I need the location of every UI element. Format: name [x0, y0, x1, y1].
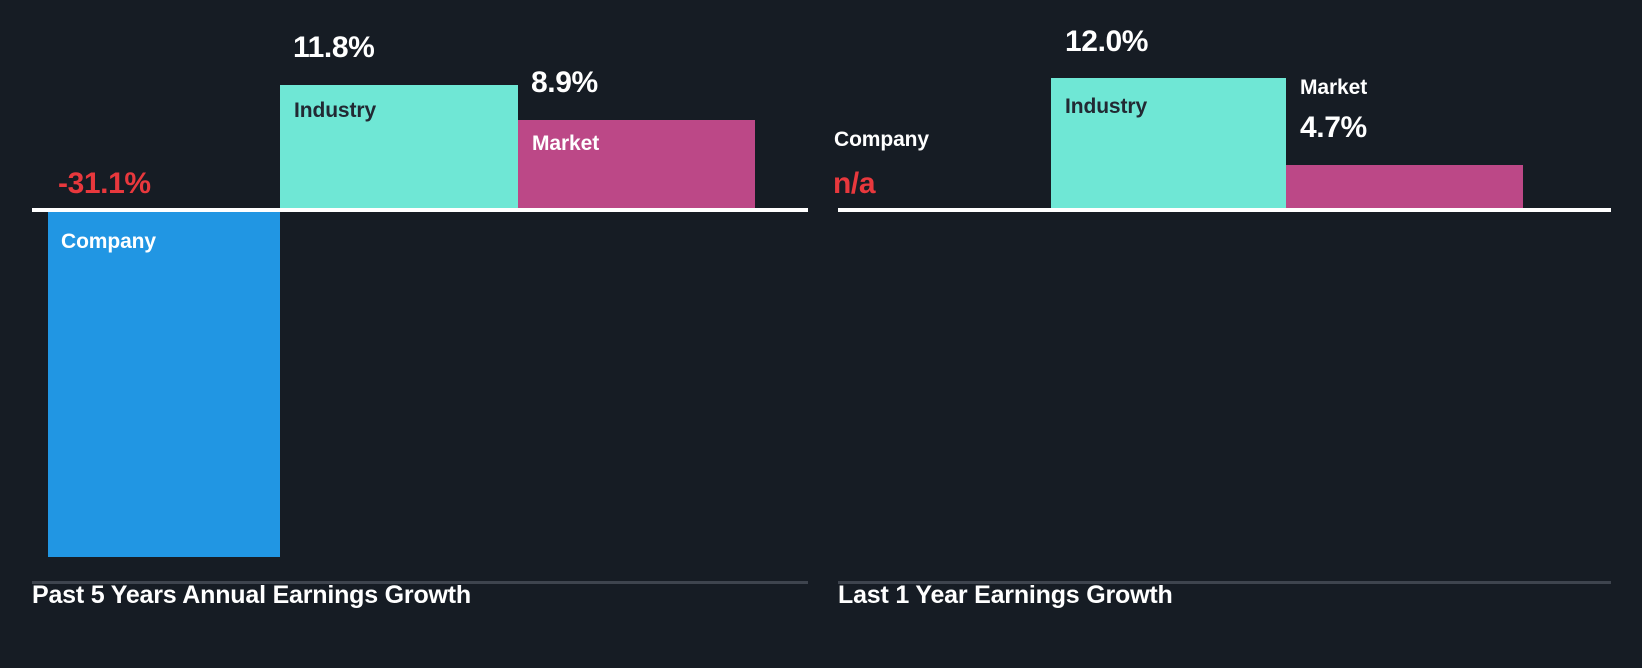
- value-company-last-1-year: n/a: [833, 167, 876, 200]
- bar-industry-past-5-years[interactable]: [280, 85, 518, 208]
- value-company-past-5-years: -31.1%: [58, 167, 151, 200]
- value-industry-past-5-years: 11.8%: [293, 31, 375, 64]
- label-market-past-5-years: Market: [532, 132, 600, 155]
- panel-past-5-years: -31.1% 11.8% 8.9% Company Industry Marke…: [0, 0, 810, 668]
- value-industry-last-1-year: 12.0%: [1065, 25, 1149, 58]
- bar-company-past-5-years[interactable]: [48, 212, 280, 557]
- value-market-last-1-year: 4.7%: [1300, 111, 1367, 144]
- axis-line-left: [32, 581, 808, 584]
- label-market-last-1-year: Market: [1300, 76, 1368, 99]
- label-industry-past-5-years: Industry: [294, 99, 377, 122]
- panel-title-past-5-years: Past 5 Years Annual Earnings Growth: [32, 581, 471, 609]
- bar-market-past-5-years[interactable]: [518, 120, 755, 208]
- label-industry-last-1-year: Industry: [1065, 95, 1148, 118]
- bar-industry-last-1-year[interactable]: [1051, 78, 1286, 208]
- plot-area-left: -31.1% 11.8% 8.9% Company Industry Marke…: [0, 0, 810, 584]
- axis-line-right: [838, 581, 1611, 584]
- panel-title-last-1-year: Last 1 Year Earnings Growth: [838, 581, 1173, 609]
- label-company-last-1-year: Company: [834, 128, 929, 151]
- zero-baseline-left: [32, 208, 808, 212]
- plot-area-right: n/a 12.0% 4.7% Company Industry Market: [806, 0, 1642, 584]
- zero-baseline-right: [838, 208, 1611, 212]
- panel-last-1-year: n/a 12.0% 4.7% Company Industry Market L…: [806, 0, 1642, 668]
- label-company-past-5-years: Company: [61, 230, 156, 253]
- value-market-past-5-years: 8.9%: [531, 66, 598, 99]
- bar-market-last-1-year[interactable]: [1286, 165, 1523, 208]
